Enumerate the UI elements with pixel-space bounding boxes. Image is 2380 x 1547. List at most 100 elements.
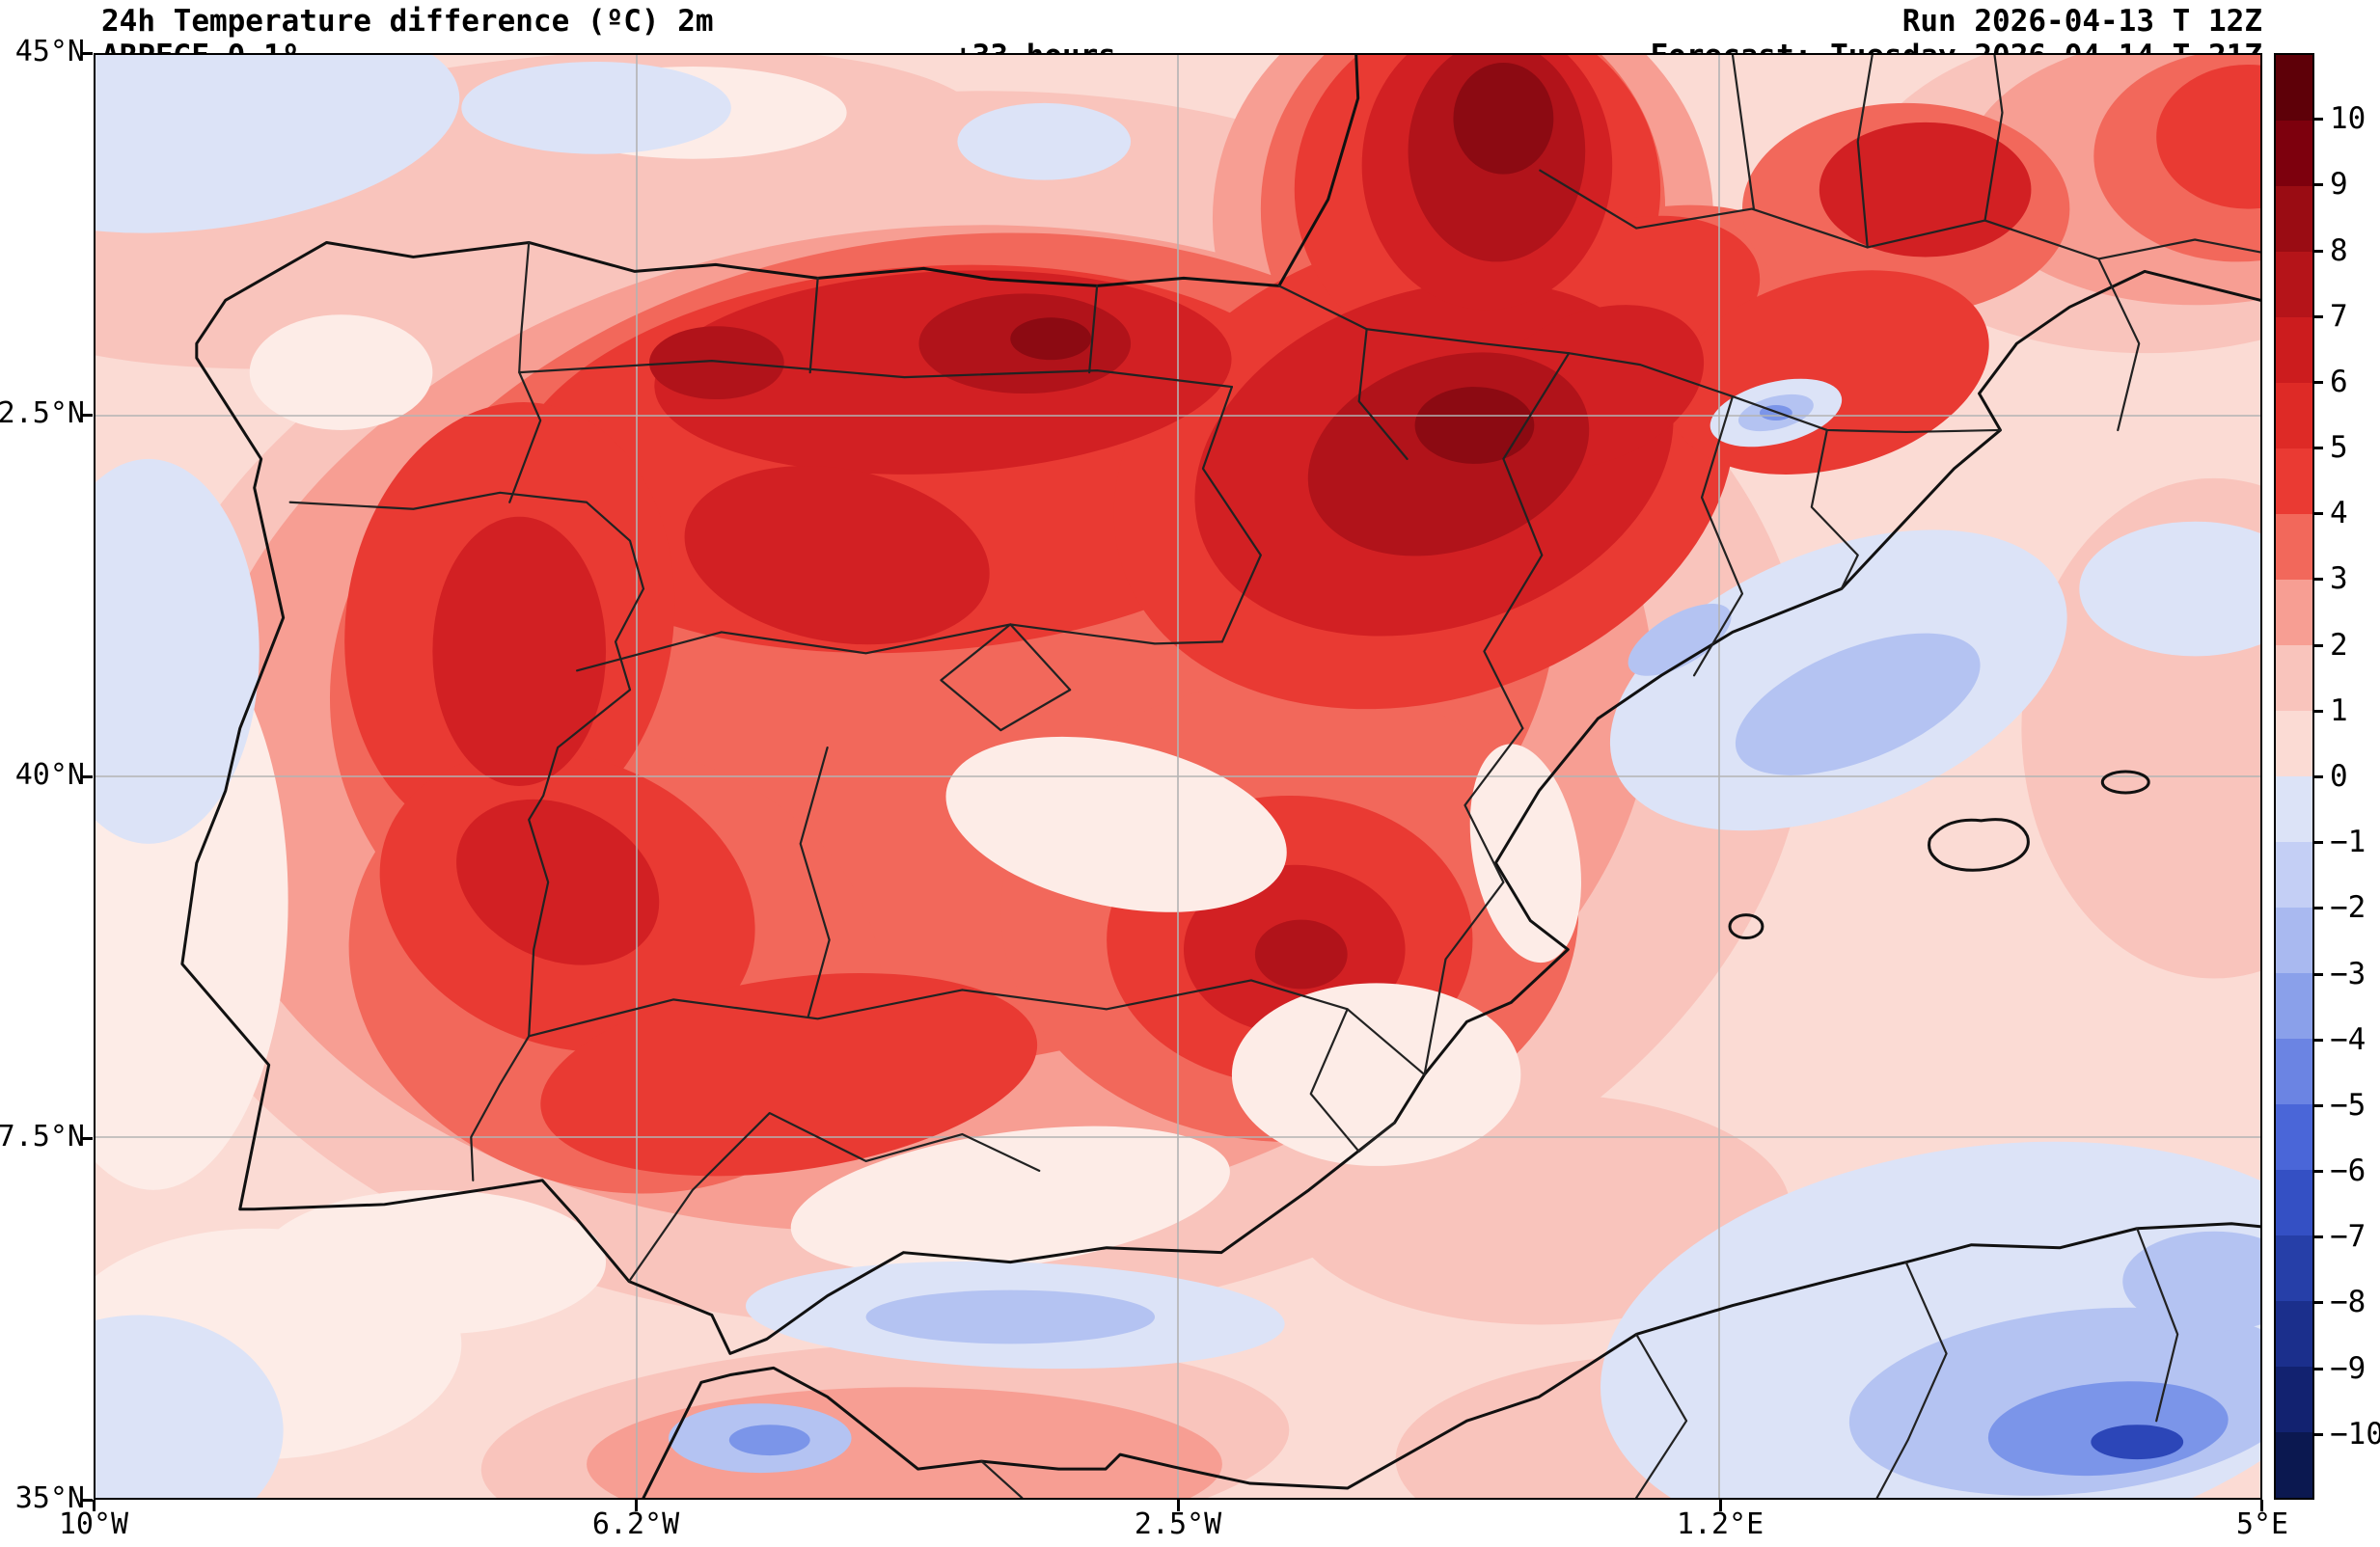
colorbar-segment: [2276, 1367, 2312, 1432]
colorbar-tick-label: 10: [2330, 101, 2366, 137]
y-tick-label: 40°N: [14, 758, 85, 792]
colorbar-tickmark: [2314, 1301, 2323, 1305]
borders: [288, 55, 2260, 1498]
y-axis-tick: [81, 1499, 93, 1502]
colorbar-tick-label: −9: [2330, 1350, 2366, 1386]
colorbar-tickmark: [2314, 1038, 2323, 1042]
colorbar-tick-label: −3: [2330, 956, 2366, 991]
colorbar-segment: [2276, 645, 2312, 711]
colorbar-segment: [2276, 842, 2312, 908]
colorbar-tickmark: [2314, 972, 2323, 976]
colorbar-tickmark: [2314, 1432, 2323, 1436]
colorbar-tickmark: [2314, 380, 2323, 384]
colorbar-tickmark: [2314, 775, 2323, 778]
y-tick-label: 37.5°N: [0, 1120, 85, 1153]
colorbar-segment: [2276, 317, 2312, 383]
iberia-coastline: [180, 55, 2260, 1355]
map-canvas: [96, 55, 2260, 1498]
colorbar-segment: [2276, 252, 2312, 317]
colorbar-tickmark: [2314, 578, 2323, 582]
colorbar-segment: [2276, 1235, 2312, 1301]
colorbar-tick-label: −6: [2330, 1153, 2366, 1189]
y-tick-label: 42.5°N: [0, 396, 85, 430]
colorbar-tick-label: −1: [2330, 825, 2366, 860]
colorbar-tickmark: [2314, 1103, 2323, 1107]
colorbar-segment: [2276, 776, 2312, 842]
colorbar-tick-label: 5: [2330, 430, 2348, 466]
colorbar-segment: [2276, 1432, 2312, 1498]
x-tick-label: 5°E: [2235, 1507, 2289, 1541]
map-plot-area: [94, 53, 2262, 1500]
colorbar-tickmark: [2314, 907, 2323, 910]
menorca-coastline: [2100, 770, 2150, 795]
x-tick-label: 10°W: [58, 1507, 129, 1541]
y-axis-tick: [81, 1137, 93, 1140]
colorbar-tickmark: [2314, 183, 2323, 187]
colorbar-segment: [2276, 1170, 2312, 1235]
colorbar-tickmark: [2314, 709, 2323, 713]
colorbar-tickmark: [2314, 512, 2323, 516]
y-axis-tick: [81, 775, 93, 778]
colorbar-segment: [2276, 55, 2312, 121]
mallorca-coastline: [1928, 818, 2030, 872]
y-axis-tick: [81, 414, 93, 417]
colorbar-segment: [2276, 514, 2312, 580]
x-tick-label: 1.2°E: [1676, 1507, 1764, 1541]
colorbar-segment: [2276, 973, 2312, 1039]
colorbar-tickmark: [2314, 1170, 2323, 1174]
colorbar-segment: [2276, 448, 2312, 514]
colorbar-tick-label: 4: [2330, 496, 2348, 531]
graticule: [96, 55, 2260, 1498]
colorbar-tick-label: −7: [2330, 1219, 2366, 1255]
colorbar-segment: [2276, 1104, 2312, 1170]
x-axis-tick: [1719, 1500, 1722, 1511]
colorbar-tick-label: 0: [2330, 759, 2348, 794]
colorbar-tickmark: [2314, 1367, 2323, 1371]
africa-coastline: [642, 1222, 2260, 1498]
colorbar-tickmark: [2314, 118, 2323, 122]
colorbar-tick-label: −4: [2330, 1021, 2366, 1057]
coastlines: [180, 55, 2260, 1498]
colorbar-segment: [2276, 121, 2312, 186]
y-axis-tick: [81, 52, 93, 55]
colorbar-tick-label: 8: [2330, 232, 2348, 268]
colorbar-segment: [2276, 908, 2312, 973]
colorbar-tickmark: [2314, 447, 2323, 450]
page-title: 24h Temperature difference (ºC) 2m: [101, 4, 714, 39]
colorbar-segment: [2276, 383, 2312, 448]
colorbar-segment: [2276, 1039, 2312, 1104]
field-navy: [2091, 1425, 2184, 1460]
x-tick-label: 2.5°W: [1134, 1507, 1222, 1541]
colorbar-tick-label: −10: [2330, 1416, 2380, 1452]
x-axis-tick: [2260, 1500, 2263, 1511]
colorbar-tick-label: −2: [2330, 890, 2366, 926]
colorbar-segment: [2276, 580, 2312, 645]
ibiza-coastline: [1728, 913, 1764, 940]
colorbar-tick-label: 3: [2330, 561, 2348, 597]
y-tick-label: 45°N: [14, 35, 85, 68]
run-label: Run 2026-04-13 T 12Z: [1901, 4, 2262, 39]
colorbar: [2274, 53, 2314, 1500]
field-darkest-red: [1010, 62, 1554, 464]
x-axis-tick: [635, 1500, 638, 1511]
colorbar-tick-label: 1: [2330, 692, 2348, 728]
colorbar-segment: [2276, 711, 2312, 776]
colorbar-tick-label: 6: [2330, 364, 2348, 399]
y-tick-label: 35°N: [14, 1481, 85, 1515]
colorbar-tickmark: [2314, 1235, 2323, 1239]
x-axis-tick: [1177, 1500, 1180, 1511]
colorbar-tickmark: [2314, 841, 2323, 845]
x-tick-label: 6.2°W: [591, 1507, 680, 1541]
colorbar-tick-label: −5: [2330, 1087, 2366, 1123]
colorbar-tick-label: 9: [2330, 167, 2348, 203]
colorbar-tickmark: [2314, 643, 2323, 647]
colorbar-tick-label: 2: [2330, 627, 2348, 663]
colorbar-tick-label: −8: [2330, 1285, 2366, 1320]
colorbar-tick-label: 7: [2330, 298, 2348, 334]
x-axis-tick: [93, 1500, 96, 1511]
colorbar-segment: [2276, 1301, 2312, 1367]
colorbar-segment: [2276, 186, 2312, 252]
colorbar-tickmark: [2314, 249, 2323, 253]
colorbar-tickmark: [2314, 314, 2323, 318]
